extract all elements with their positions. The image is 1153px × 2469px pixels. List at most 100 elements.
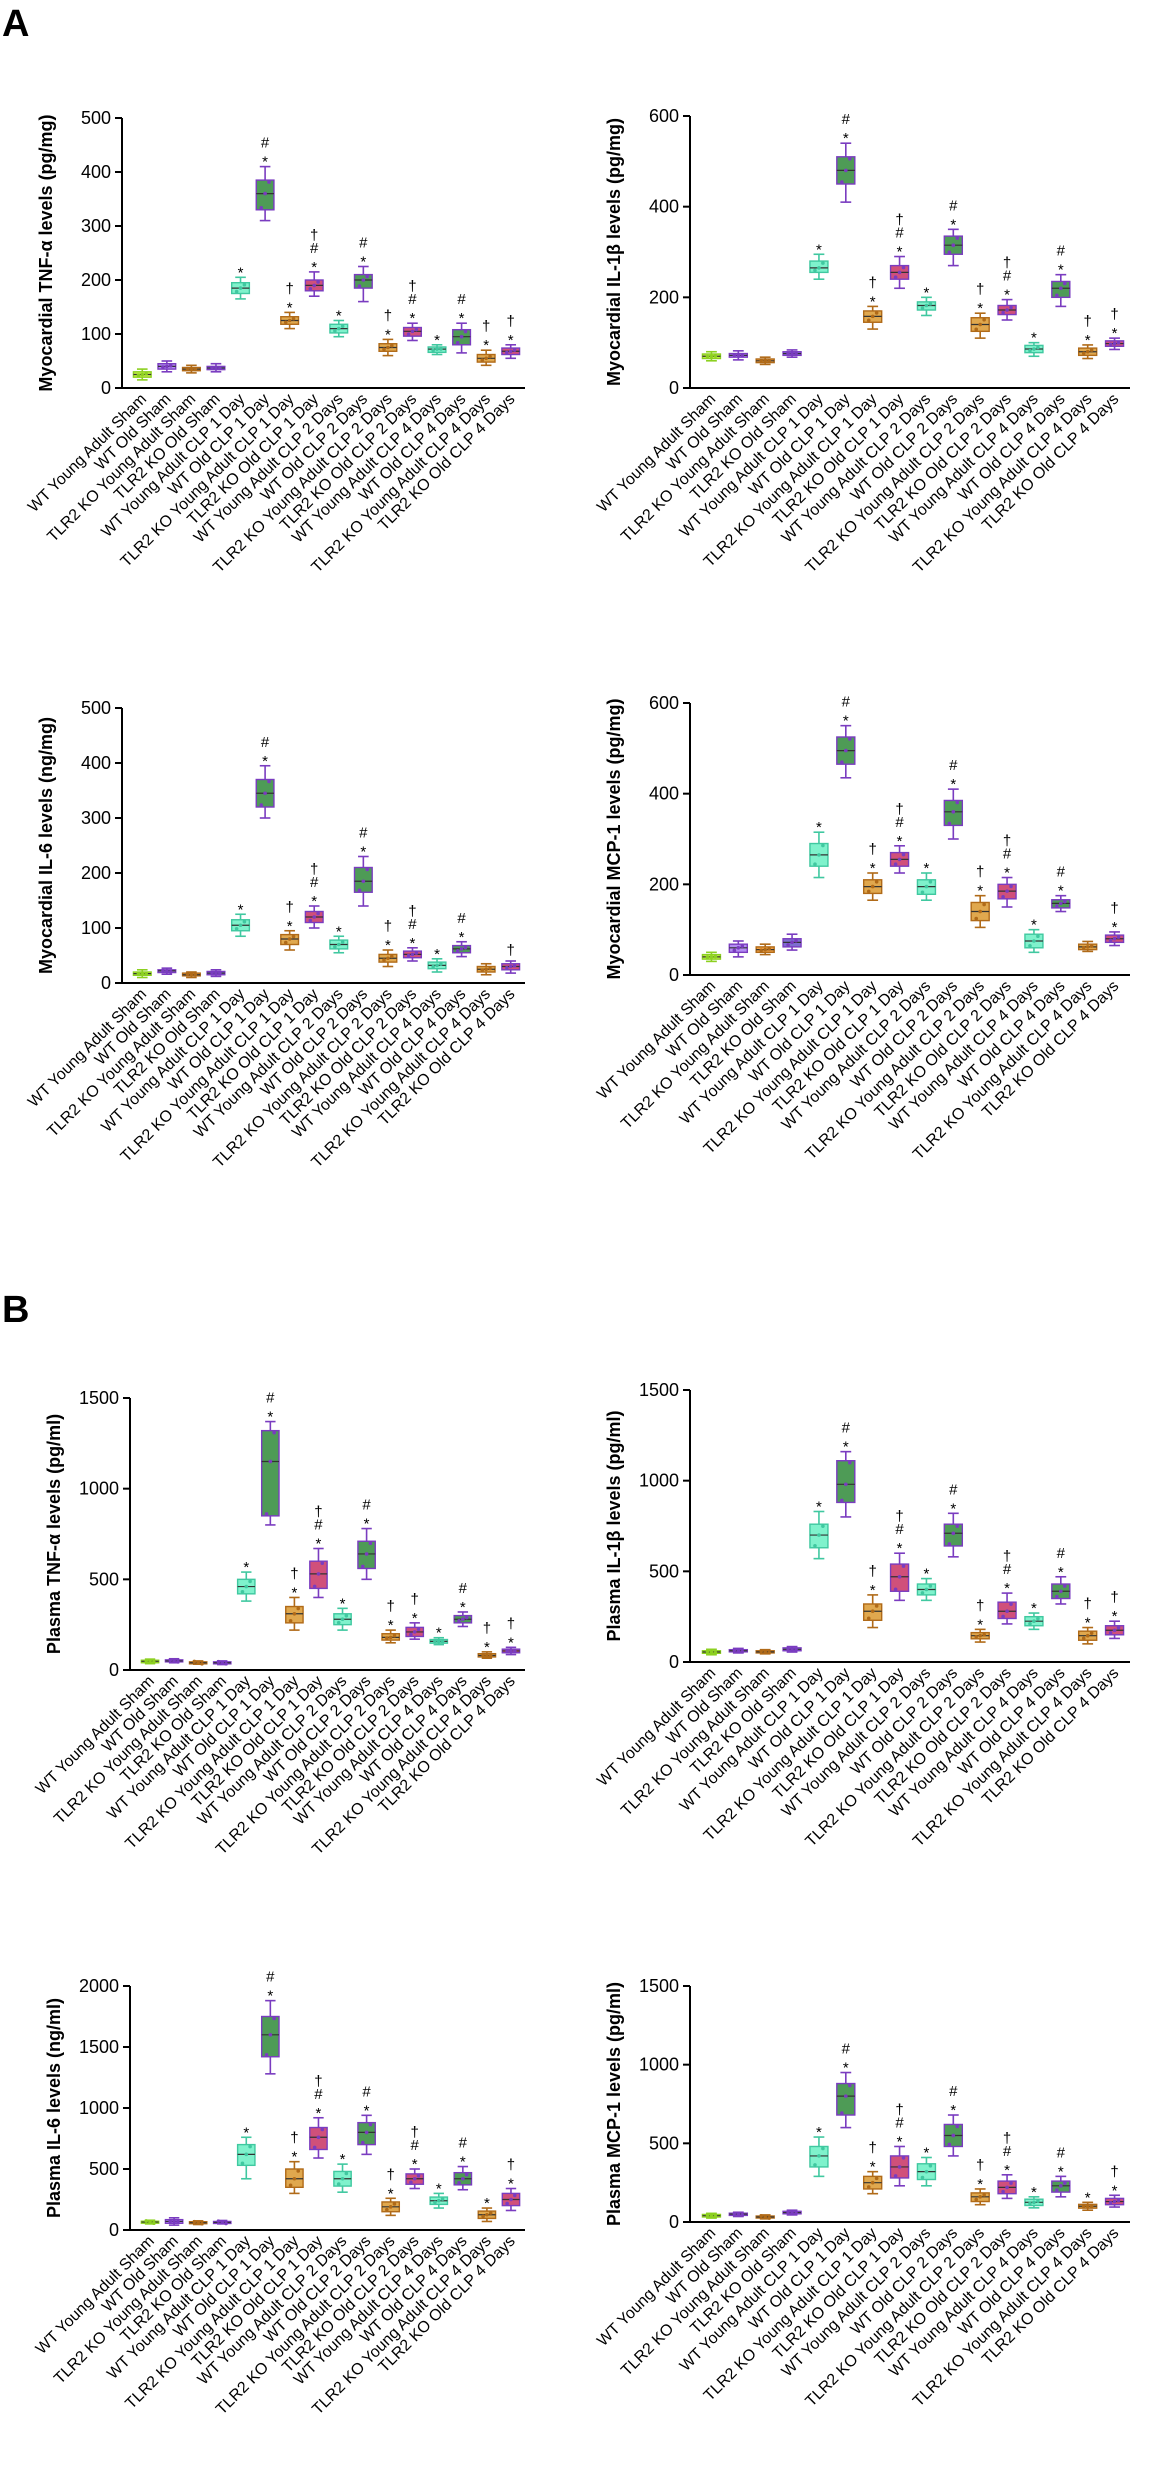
- y-tick-label: 0: [101, 973, 111, 993]
- data-point: [288, 1619, 293, 1623]
- data-point: [920, 890, 925, 895]
- significance-marker: †: [1110, 1589, 1118, 1606]
- box-6: *#: [260, 1969, 280, 2075]
- data-point: [790, 351, 794, 356]
- significance-marker: *: [1112, 325, 1118, 342]
- y-tick-label: 600: [649, 106, 679, 126]
- significance-marker: *: [410, 310, 416, 327]
- significance-marker: *: [385, 326, 391, 343]
- significance-marker: *: [870, 860, 876, 877]
- box-10: *#: [357, 2083, 376, 2156]
- box-7: *†: [862, 2140, 883, 2195]
- significance-marker: *: [311, 893, 317, 910]
- data-point: [947, 821, 952, 826]
- data-point: [1059, 901, 1063, 906]
- data-point: [410, 329, 415, 334]
- box-3: [181, 364, 201, 374]
- data-point: [264, 1512, 269, 1516]
- significance-marker: †: [1003, 2130, 1011, 2147]
- significance-marker: *: [897, 2133, 903, 2150]
- y-axis-label: Myocardial TNF-α levels (pg/mg): [36, 114, 56, 391]
- data-point: [409, 2180, 413, 2185]
- data-point: [287, 318, 292, 323]
- data-point: [455, 948, 460, 953]
- data-point: [901, 2156, 906, 2160]
- data-point: [1062, 1584, 1067, 1588]
- box-1: [701, 1648, 722, 1656]
- data-point: [794, 1648, 798, 1652]
- y-tick-label: 2000: [79, 1976, 119, 1996]
- chart-1: 0 100 200 300 400 500 Myocardial TNF-α levels …: [25, 108, 525, 576]
- significance-marker: *: [267, 1988, 273, 2005]
- data-point: [340, 1617, 345, 1622]
- significance-marker: †: [976, 2157, 984, 2174]
- data-point: [176, 1660, 180, 1664]
- data-point: [364, 2130, 369, 2135]
- significance-marker: #: [895, 814, 904, 831]
- significance-marker: *: [1112, 1608, 1118, 1625]
- y-tick-label: 400: [649, 197, 679, 217]
- data-point: [200, 2221, 204, 2226]
- box-7: *†: [862, 841, 883, 902]
- data-point: [951, 243, 956, 247]
- box-11: *†: [381, 1598, 401, 1644]
- significance-marker: *: [364, 1516, 370, 1533]
- data-point: [416, 1627, 421, 1632]
- data-point: [1028, 1621, 1032, 1626]
- significance-marker: †: [290, 2130, 298, 2147]
- significance-marker: *: [316, 1536, 322, 1553]
- box-13: *: [1024, 1600, 1044, 1631]
- box-5: *: [230, 264, 251, 300]
- box-3: [755, 2214, 775, 2220]
- significance-marker: *: [924, 284, 930, 301]
- box-16: *†: [501, 313, 521, 360]
- box-13: *: [429, 1625, 449, 1646]
- data-point: [259, 206, 264, 210]
- data-point: [847, 737, 852, 741]
- significance-marker: #: [459, 1580, 468, 1597]
- significance-marker: #: [1003, 268, 1012, 285]
- data-point: [947, 250, 952, 255]
- significance-marker: #: [314, 2086, 323, 2103]
- data-point: [736, 1648, 741, 1653]
- significance-marker: *: [316, 2105, 322, 2122]
- significance-marker: *: [388, 2185, 394, 2202]
- data-point: [263, 191, 267, 196]
- data-point: [272, 2016, 276, 2021]
- data-point: [840, 1498, 844, 1503]
- data-point: [951, 1531, 956, 1536]
- data-point: [870, 2180, 875, 2185]
- data-point: [152, 2221, 156, 2226]
- data-point: [189, 367, 194, 371]
- data-point: [790, 1647, 794, 1652]
- box-16: *†: [1104, 1589, 1125, 1640]
- box-6: *#: [836, 1420, 856, 1518]
- data-point: [1108, 2200, 1113, 2205]
- data-point: [455, 341, 460, 345]
- significance-marker: *: [1058, 2163, 1064, 2180]
- data-point: [813, 2163, 817, 2167]
- y-tick-label: 1500: [79, 1388, 119, 1408]
- significance-marker: †: [1110, 900, 1118, 917]
- data-point: [459, 334, 464, 339]
- box-11: *†: [970, 281, 990, 339]
- data-point: [364, 1552, 369, 1556]
- box-15: *†: [1077, 1596, 1098, 1645]
- data-point: [732, 948, 737, 953]
- box-7: *†: [285, 2130, 304, 2195]
- box-10: *#: [943, 197, 964, 267]
- data-point: [1081, 351, 1086, 356]
- significance-marker: *: [870, 2159, 876, 2176]
- box-3: [755, 943, 775, 956]
- box-15: [1077, 940, 1098, 953]
- significance-marker: *: [262, 154, 268, 171]
- significance-marker: #: [1003, 2143, 1012, 2160]
- box-12: * #†: [405, 2124, 425, 2190]
- data-point: [794, 2211, 798, 2216]
- significance-marker: *: [1031, 2184, 1037, 2201]
- box-1: [701, 951, 722, 963]
- significance-marker: #: [1057, 243, 1066, 260]
- data-point: [1036, 2199, 1040, 2203]
- significance-marker: #: [362, 2083, 371, 2100]
